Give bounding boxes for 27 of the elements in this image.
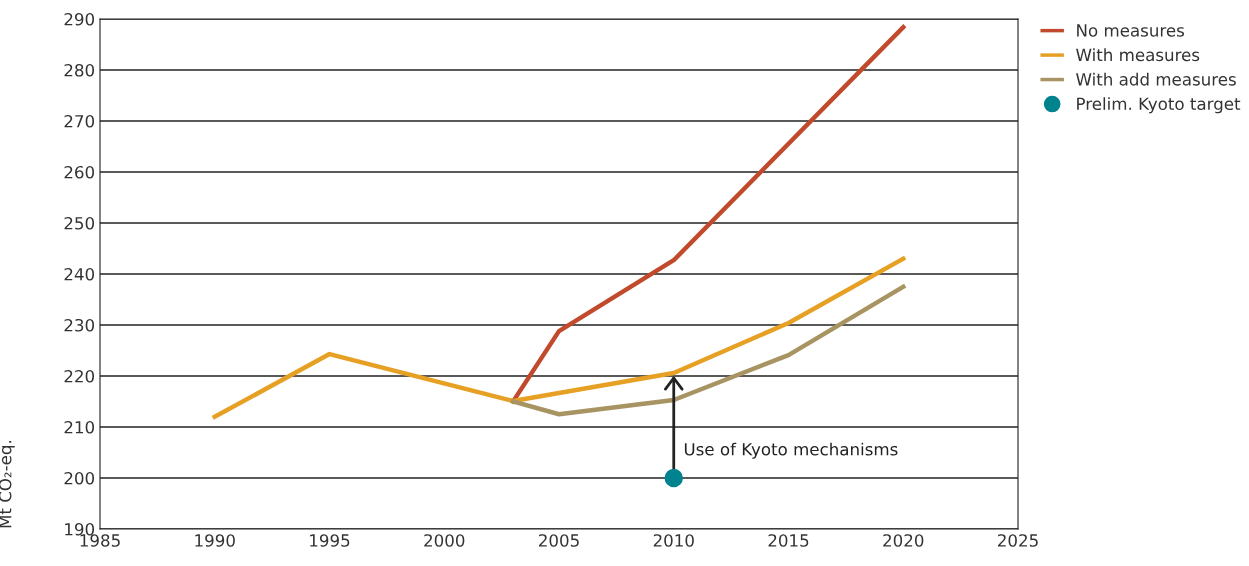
legend-label: Prelim. Kyoto target [1077, 97, 1241, 114]
x-tick-label: 2025 [998, 534, 1038, 547]
y-tick-label: 270 [64, 114, 95, 128]
y-tick-label: 280 [64, 63, 95, 77]
y-tick-label: 230 [64, 318, 95, 332]
x-tick-label: 2020 [883, 534, 924, 547]
x-tick-label: 2010 [653, 534, 694, 547]
annotation: Use of Kyoto mechanisms [684, 442, 898, 459]
x-tick-label: 1985 [80, 534, 120, 547]
line-series [212, 256, 906, 420]
y-tick-label: 250 [64, 216, 95, 230]
y-tick-label: 290 [64, 12, 95, 26]
x-tick-label: 2015 [768, 534, 809, 547]
x-tick-label: 2005 [539, 534, 579, 547]
x-tick-label: 1995 [310, 534, 350, 547]
y-tick-label: 220 [64, 369, 95, 383]
x-tick-label: 2000 [424, 534, 465, 547]
y-tick-label: 240 [64, 267, 95, 281]
line-series [510, 284, 906, 417]
legend-label: No measures [1077, 24, 1185, 37]
y-tick-label: 200 [64, 471, 95, 485]
y-tick-label: 210 [64, 420, 95, 434]
x-tick-label: 1990 [195, 534, 235, 547]
legend-label: With measures [1076, 48, 1200, 62]
y-tick-label: 190 [65, 522, 95, 536]
legend-label: With add measures [1076, 72, 1236, 86]
y-tick-label: 260 [64, 165, 95, 179]
